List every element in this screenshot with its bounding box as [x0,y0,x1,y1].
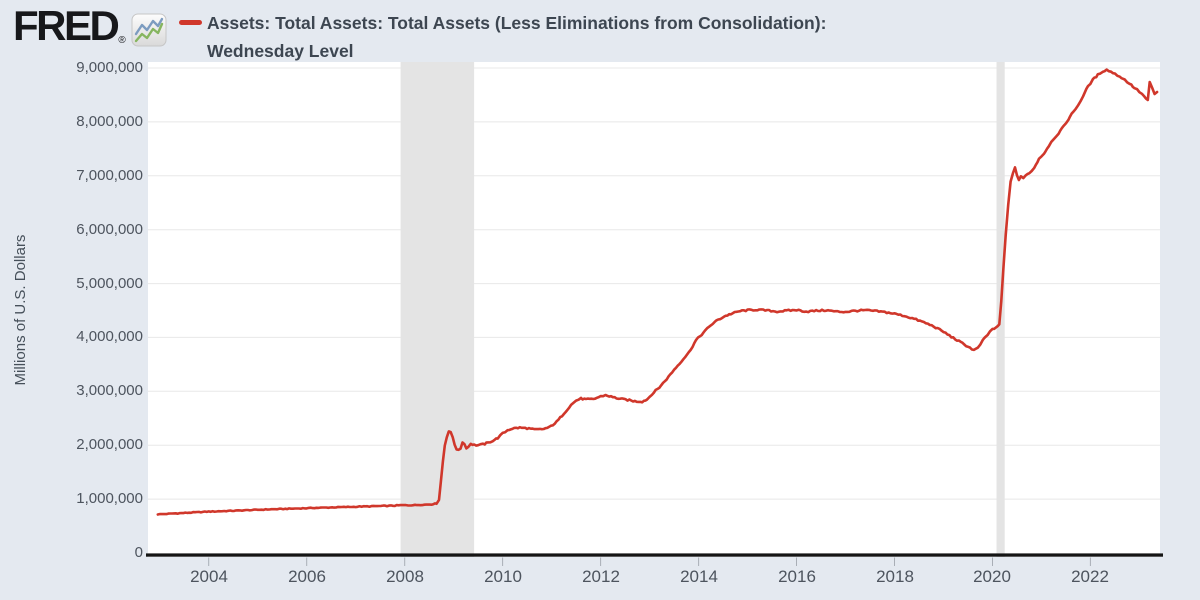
chart-title-line2: Wednesday Level [207,41,354,61]
y-tick-label: 6,000,000 [76,221,143,238]
x-tick-label: 2018 [876,567,914,586]
x-axis-line [146,553,1163,557]
x-tick-label: 2008 [386,567,424,586]
y-tick-label: 5,000,000 [76,275,143,292]
plot-background [148,62,1160,557]
series-legend-dash [179,20,202,25]
x-tick-label: 2016 [778,567,816,586]
y-tick-label: 2,000,000 [76,436,143,453]
y-tick-label: 1,000,000 [76,490,143,507]
x-tick-label: 2010 [484,567,522,586]
y-tick-label: 8,000,000 [76,113,143,130]
y-tick-label: 4,000,000 [76,328,143,345]
fred-logo[interactable]: FRED ® [13,5,167,52]
y-tick-label: 0 [134,544,143,561]
x-tick-label: 2012 [582,567,620,586]
x-tick-label: 2006 [288,567,326,586]
data-line-total-assets[interactable] [156,68,1159,516]
chart-title-line1: Assets: Total Assets: Total Assets (Less… [207,13,827,33]
y-tick-label: 7,000,000 [76,167,143,184]
x-tick-label: 2004 [190,567,228,586]
x-tick-label: 2014 [680,567,718,586]
x-tick-label: 2020 [973,567,1011,586]
fred-logo-chart-icon [131,13,167,52]
y-tick-label: 9,000,000 [76,59,143,76]
recession-band [400,62,475,557]
fred-logo-registered-mark: ® [118,35,126,46]
y-tick-label: 3,000,000 [76,382,143,399]
fred-logo-text: FRED [13,2,120,49]
chart-title: Assets: Total Assets: Total Assets (Less… [207,9,826,65]
x-tick-label: 2022 [1071,567,1109,586]
